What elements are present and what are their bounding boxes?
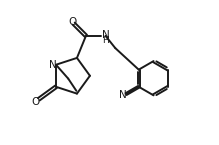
Text: N: N <box>49 60 57 70</box>
Text: H: H <box>102 36 109 45</box>
Text: N: N <box>119 90 127 100</box>
Text: O: O <box>68 17 76 27</box>
Text: N: N <box>102 30 110 40</box>
Text: O: O <box>31 97 40 107</box>
